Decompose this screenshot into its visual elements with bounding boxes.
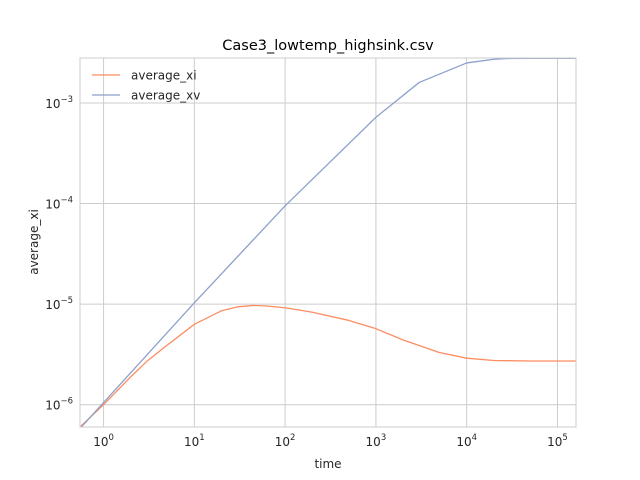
- x-tick-base: 10: [93, 435, 108, 449]
- y-tick-label: 10−3: [45, 95, 73, 111]
- y-tick-base: 10: [45, 198, 60, 212]
- x-tick-exp: 5: [562, 433, 567, 443]
- x-tick-base: 10: [184, 435, 199, 449]
- series-line-average-xi: [80, 304, 576, 427]
- x-tick-exp: 3: [381, 433, 386, 443]
- y-tick-exp: −6: [60, 397, 73, 407]
- plot-background: [80, 58, 576, 427]
- x-axis-label: time: [314, 457, 341, 471]
- y-tick-exp: −5: [60, 296, 73, 306]
- x-tick-exp: 0: [108, 433, 113, 443]
- x-tick-label: 101: [184, 433, 205, 449]
- y-tick-base: 10: [45, 399, 60, 413]
- x-tick-base: 10: [456, 435, 471, 449]
- y-tick-label: 10−6: [45, 397, 73, 413]
- x-tick-label: 103: [366, 433, 387, 449]
- x-tick-label: 105: [547, 433, 568, 449]
- x-tick-exp: 2: [290, 433, 295, 443]
- x-tick-base: 10: [547, 435, 562, 449]
- x-tick-base: 10: [366, 435, 381, 449]
- y-tick-exp: −4: [60, 196, 73, 206]
- x-tick-labels: 100 101 102 103 104 105: [93, 433, 568, 449]
- y-tick-exp: −3: [60, 95, 73, 105]
- x-tick-exp: 1: [199, 433, 204, 443]
- chart-title: Case3_lowtemp_highsink.csv: [222, 38, 434, 54]
- x-tick-base: 10: [275, 435, 290, 449]
- x-tick-label: 104: [456, 433, 477, 449]
- y-tick-base: 10: [45, 298, 60, 312]
- grid: [80, 58, 576, 427]
- legend-label: average_xv: [131, 89, 200, 103]
- y-axis-label: average_xi: [27, 209, 41, 275]
- y-tick-label: 10−5: [45, 296, 73, 312]
- x-tick-exp: 4: [472, 433, 477, 443]
- plot-frame: [79, 57, 577, 428]
- y-tick-labels: 10−610−510−410−3: [45, 95, 73, 413]
- y-tick-base: 10: [45, 97, 60, 111]
- legend-label: average_xi: [131, 69, 197, 83]
- y-tick-label: 10−4: [45, 196, 73, 212]
- x-tick-label: 102: [275, 433, 296, 449]
- legend: average_xi average_xv: [92, 69, 200, 103]
- x-tick-label: 100: [93, 433, 114, 449]
